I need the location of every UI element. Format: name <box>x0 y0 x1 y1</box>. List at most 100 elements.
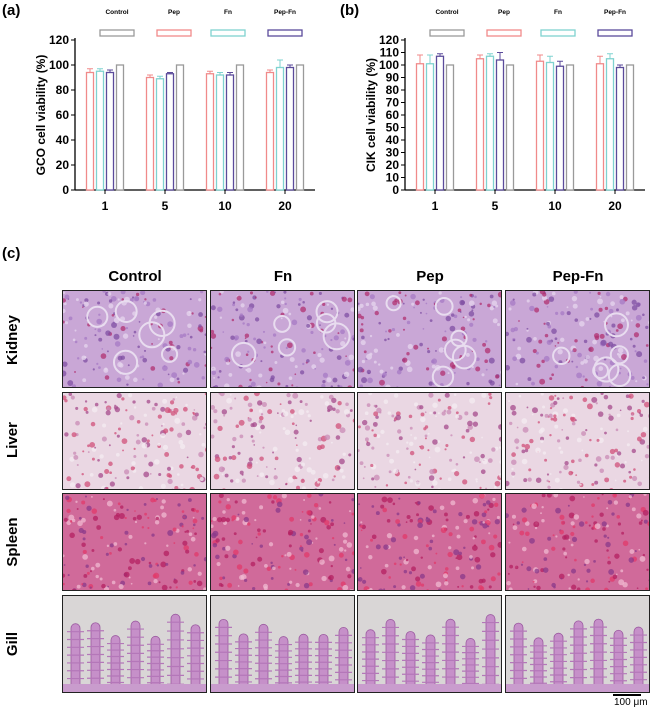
a-legend-label: Pep <box>168 9 180 16</box>
a-ytick-label: 20 <box>56 158 70 172</box>
b-bar-pep-10 <box>537 61 544 190</box>
a-ylabel: GCO cell viability (%) <box>34 55 48 176</box>
histology-image-kidney-pep-fn <box>505 290 650 388</box>
histology-image-gill-fn <box>210 595 355 693</box>
histology-image-liver-control <box>62 392 207 490</box>
a-bar-control-20 <box>297 65 304 190</box>
column-header-pep-fn: Pep-Fn <box>505 268 650 285</box>
a-bar-fn-10 <box>217 75 224 190</box>
b-bar-pep-1 <box>417 64 424 190</box>
a-ytick-label: 120 <box>49 33 69 47</box>
b-bar-control-1 <box>447 65 454 190</box>
a-legend-label: Pep-Fn <box>274 9 296 16</box>
a-bar-pep-fn-20 <box>287 68 294 191</box>
histology-image-liver-pep-fn <box>505 392 650 490</box>
histology-image-spleen-fn <box>210 493 355 591</box>
a-bar-fn-1 <box>97 71 104 190</box>
b-bar-control-5 <box>507 65 514 190</box>
histology-image-spleen-pep-fn <box>505 493 650 591</box>
b-bar-fn-5 <box>487 56 494 190</box>
histology-image-kidney-control <box>62 290 207 388</box>
b-xtick-label: 20 <box>608 199 622 213</box>
b-bar-pep-fn-5 <box>497 60 504 190</box>
column-header-pep: Pep <box>357 268 503 285</box>
histology-image-liver-pep <box>357 392 502 490</box>
histology-image-gill-pep <box>357 595 502 693</box>
histology-image-kidney-pep <box>357 290 502 388</box>
a-bar-pep-fn-5 <box>167 74 174 190</box>
a-legend-swatch <box>157 30 191 36</box>
a-xtick-label: 5 <box>162 199 169 213</box>
a-bar-pep-5 <box>147 78 154 191</box>
histology-image-spleen-pep <box>357 493 502 591</box>
a-bar-pep-1 <box>87 73 94 191</box>
a-xtick-label: 20 <box>278 199 292 213</box>
histology-image-liver-fn <box>210 392 355 490</box>
histology-image-gill-pep-fn <box>505 595 650 693</box>
b-xtick-label: 1 <box>432 199 439 213</box>
b-bar-pep-5 <box>477 59 484 190</box>
b-ytick-label: 70 <box>386 96 400 110</box>
scale-bar <box>613 694 641 696</box>
b-legend-label: Fn <box>554 9 562 16</box>
a-ytick-label: 40 <box>56 133 70 147</box>
b-ylabel: CIK cell viability (%) <box>364 58 378 172</box>
a-bar-pep-10 <box>207 74 214 190</box>
a-legend-swatch <box>268 30 302 36</box>
b-bar-control-20 <box>627 65 634 190</box>
b-bar-pep-fn-10 <box>557 66 564 190</box>
b-ytick-label: 50 <box>386 121 400 135</box>
panel-label-c: (c) <box>2 245 20 262</box>
b-xtick-label: 5 <box>492 199 499 213</box>
b-legend-label: Pep <box>498 9 510 16</box>
b-ytick-label: 120 <box>379 33 399 47</box>
b-bar-fn-20 <box>607 59 614 190</box>
b-legend-label: Pep-Fn <box>604 9 626 16</box>
a-bar-control-10 <box>237 65 244 190</box>
row-header-gill: Gill <box>3 569 23 719</box>
a-bar-control-1 <box>117 65 124 190</box>
a-ytick-label: 0 <box>62 183 69 197</box>
b-xtick-label: 10 <box>548 199 562 213</box>
b-ytick-label: 0 <box>392 183 399 197</box>
histology-image-kidney-fn <box>210 290 355 388</box>
b-ytick-label: 40 <box>386 133 400 147</box>
b-legend-swatch <box>487 30 521 36</box>
b-bar-pep-20 <box>597 64 604 190</box>
b-bar-pep-fn-20 <box>617 68 624 191</box>
b-ytick-label: 30 <box>386 146 400 160</box>
b-ytick-label: 90 <box>386 71 400 85</box>
a-bar-control-5 <box>177 65 184 190</box>
b-bar-control-10 <box>567 65 574 190</box>
b-bar-pep-fn-1 <box>437 56 444 190</box>
b-bar-fn-1 <box>427 64 434 190</box>
b-ytick-label: 100 <box>379 58 399 72</box>
column-header-control: Control <box>62 268 208 285</box>
b-ytick-label: 110 <box>380 46 400 60</box>
b-bar-fn-10 <box>547 63 554 191</box>
a-ytick-label: 60 <box>56 108 70 122</box>
a-bar-pep-fn-1 <box>107 73 114 191</box>
b-legend-swatch <box>430 30 464 36</box>
column-header-fn: Fn <box>210 268 356 285</box>
a-bar-fn-5 <box>157 79 164 190</box>
b-ytick-label: 20 <box>386 158 400 172</box>
a-bar-pep-fn-10 <box>227 75 234 190</box>
b-ytick-label: 10 <box>386 171 400 185</box>
b-ytick-label: 80 <box>386 83 400 97</box>
a-legend-swatch <box>100 30 134 36</box>
a-xtick-label: 1 <box>102 199 109 213</box>
a-legend-swatch <box>211 30 245 36</box>
b-legend-swatch <box>598 30 632 36</box>
b-legend-label: Control <box>435 9 458 16</box>
a-bar-fn-20 <box>277 68 284 191</box>
a-legend-label: Fn <box>224 9 232 16</box>
a-ytick-label: 100 <box>49 58 69 72</box>
b-ytick-label: 60 <box>386 108 400 122</box>
a-legend-label: Control <box>105 9 128 16</box>
b-legend-swatch <box>541 30 575 36</box>
a-xtick-label: 10 <box>218 199 232 213</box>
histology-image-spleen-control <box>62 493 207 591</box>
